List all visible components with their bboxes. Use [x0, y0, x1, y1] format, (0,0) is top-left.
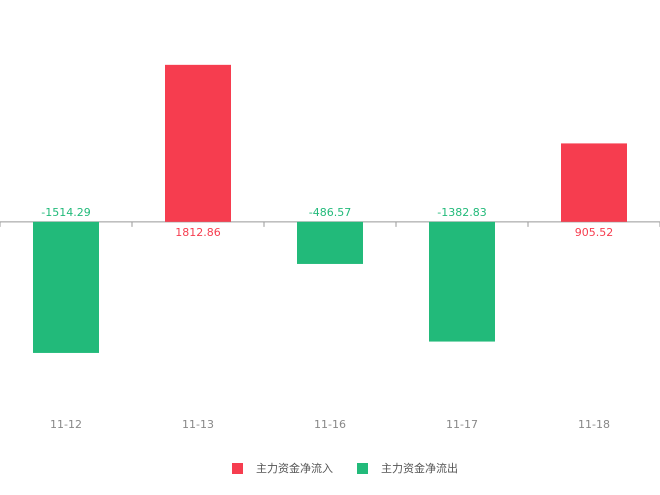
legend-label: 主力资金净流入 [256, 461, 333, 475]
x-tick-label: 11-16 [314, 418, 346, 431]
legend-label: 主力资金净流出 [381, 461, 458, 475]
legend-swatch [232, 463, 243, 474]
bar [297, 221, 363, 264]
bar [429, 221, 495, 342]
data-label: 1812.86 [175, 226, 221, 239]
data-label: -486.57 [309, 206, 351, 219]
legend-swatch [357, 463, 368, 474]
x-tick-label: 11-17 [446, 418, 478, 431]
x-tick-label: 11-18 [578, 418, 610, 431]
bar [33, 221, 99, 353]
data-label: 905.52 [575, 226, 614, 239]
data-label: -1514.29 [41, 206, 90, 219]
data-label: -1382.83 [437, 206, 486, 219]
bar [561, 143, 627, 222]
bar [165, 64, 231, 222]
x-tick-label: 11-13 [182, 418, 214, 431]
x-tick-label: 11-12 [50, 418, 82, 431]
